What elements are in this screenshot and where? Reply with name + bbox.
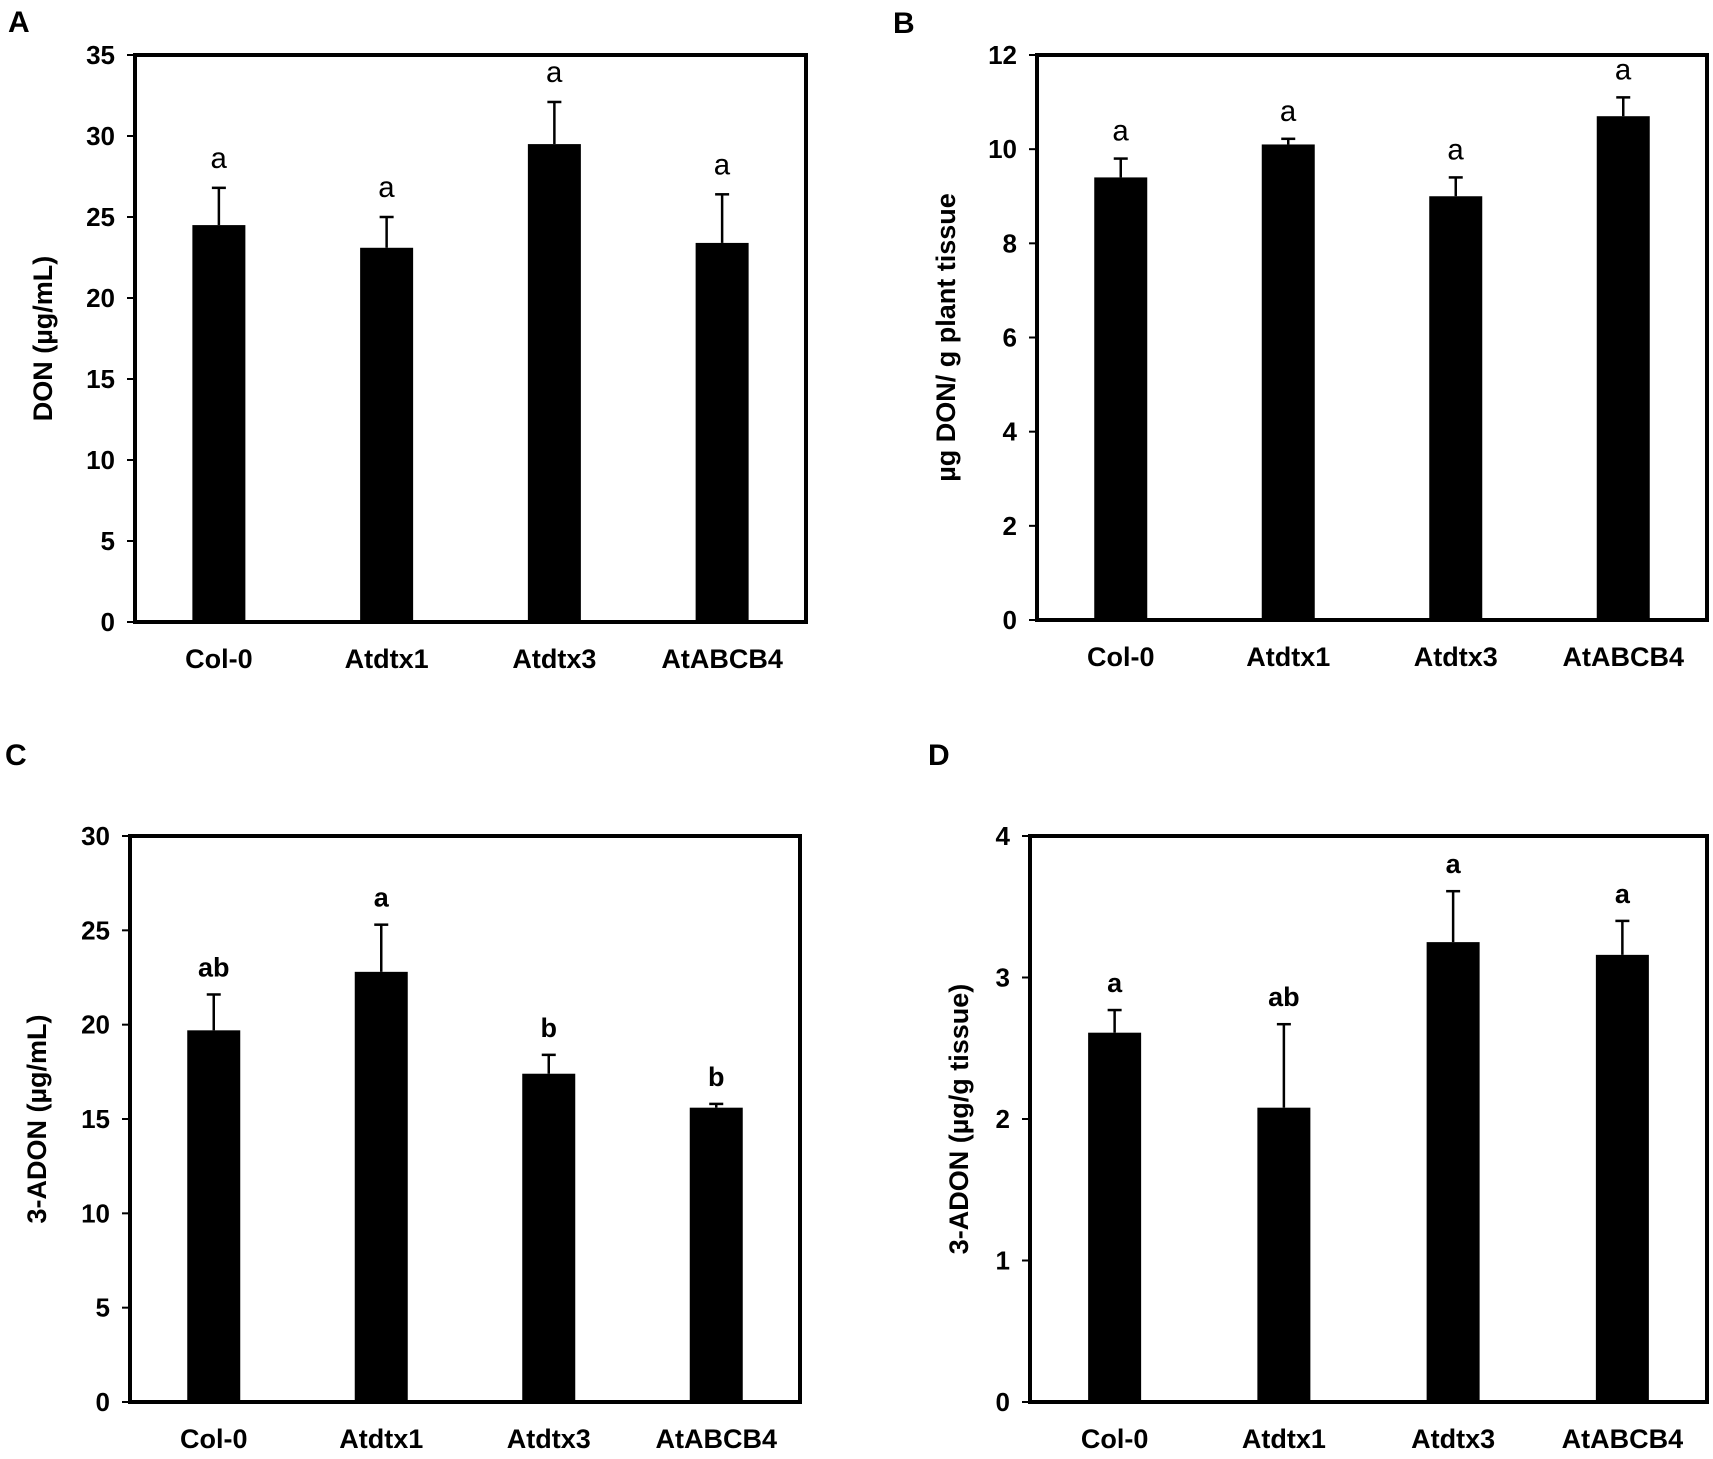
bar-atdtx3: [1429, 196, 1483, 620]
bar-atabcb4: [689, 1107, 743, 1402]
x-tick-label: Atdtx1: [1242, 1424, 1326, 1454]
x-tick-label: Col-0: [1087, 642, 1155, 672]
y-tick-label: 12: [988, 40, 1017, 70]
y-tick-label: 25: [86, 202, 115, 232]
y-tick-label: 25: [81, 915, 110, 945]
bar-col-0: [1088, 1032, 1142, 1402]
x-tick-label: AtABCB4: [656, 1424, 778, 1454]
bar-col-0: [192, 225, 246, 622]
panel-c: C 0 5 10 15 20 25 30 3-ADON (µg/mL) ab Col-0 a Atdtx…: [5, 739, 802, 1454]
panel-letter: C: [5, 739, 27, 772]
bar-col-0: [187, 1030, 241, 1402]
bar-atdtx3: [522, 1073, 576, 1402]
y-tick-label: 10: [988, 134, 1017, 164]
y-axis-label: µg DON/ g plant tissue: [931, 193, 961, 482]
x-tick-label: Col-0: [1081, 1424, 1149, 1454]
significance-letter: b: [541, 1013, 558, 1043]
significance-letter: a: [378, 173, 396, 207]
y-tick-label: 20: [81, 1010, 110, 1040]
bar-atdtx3: [1426, 942, 1480, 1402]
panel-letter: A: [8, 6, 30, 39]
significance-letter: a: [374, 883, 390, 913]
x-tick-label: Atdtx1: [345, 644, 429, 674]
y-tick-label: 5: [101, 526, 115, 556]
y-tick-label: 20: [86, 283, 115, 313]
y-tick-label: 8: [1003, 228, 1017, 258]
y-tick-label: 10: [81, 1198, 110, 1228]
y-tick-label: 0: [1003, 605, 1017, 635]
significance-letter: a: [1107, 968, 1123, 998]
y-tick-label: 2: [1003, 511, 1017, 541]
significance-letter: b: [708, 1062, 725, 1092]
y-tick-label: 4: [996, 821, 1011, 851]
significance-letter: a: [1279, 97, 1297, 131]
panel-b: B 0 2 4 6 8 10 12 µg DON/ g plant tissue a Col-0 a A…: [893, 7, 1709, 672]
y-tick-label: 0: [996, 1387, 1010, 1417]
y-tick-label: 3: [996, 963, 1010, 993]
x-tick-label: Atdtx1: [339, 1424, 423, 1454]
bar-atabcb4: [1596, 116, 1650, 620]
significance-letter: ab: [1268, 982, 1300, 1012]
y-tick-label: 10: [86, 445, 115, 475]
significance-letter: a: [713, 150, 731, 184]
significance-letter: ab: [198, 952, 230, 982]
y-tick-label: 30: [86, 121, 115, 151]
x-tick-label: Col-0: [180, 1424, 248, 1454]
y-tick-label: 4: [1003, 417, 1018, 447]
x-tick-label: Atdtx3: [1414, 642, 1498, 672]
y-axis-label: 3-ADON (µg/g tissue): [944, 984, 974, 1255]
y-tick-label: 0: [96, 1387, 110, 1417]
y-tick-label: 35: [86, 40, 115, 70]
x-tick-label: Atdtx1: [1246, 642, 1330, 672]
bar-atabcb4: [1595, 954, 1649, 1402]
significance-letter: a: [210, 144, 228, 178]
significance-letter: a: [1112, 117, 1130, 151]
x-tick-label: Atdtx3: [507, 1424, 591, 1454]
significance-letter: a: [1614, 55, 1632, 89]
panel-a: A 0 5 10 15 20 25 30 35 DON (µg/mL) a Col-0 a Atdtx1 a…: [8, 6, 808, 674]
bar-atdtx3: [527, 144, 581, 622]
panel-letter: B: [893, 7, 915, 40]
y-axis-label: DON (µg/mL): [28, 256, 58, 422]
panel-letter: D: [928, 739, 950, 772]
significance-letter: a: [545, 58, 563, 92]
y-tick-label: 0: [101, 607, 115, 637]
y-tick-label: 6: [1003, 323, 1017, 353]
x-tick-label: AtABCB4: [1562, 1424, 1684, 1454]
y-tick-label: 2: [996, 1104, 1010, 1134]
y-tick-label: 15: [86, 364, 115, 394]
significance-letter: a: [1446, 849, 1462, 879]
bar-atdtx1: [1261, 144, 1315, 621]
bar-atdtx1: [1257, 1107, 1311, 1402]
panel-d: D 0 1 2 3 4 3-ADON (µg/g tissue) a Col-0 ab Atdtx1…: [928, 739, 1709, 1454]
significance-letter: a: [1447, 135, 1465, 169]
x-tick-label: Atdtx3: [512, 644, 596, 674]
bar-col-0: [1094, 177, 1148, 620]
y-axis-label: 3-ADON (µg/mL): [22, 1014, 52, 1223]
y-tick-label: 15: [81, 1104, 110, 1134]
x-tick-label: Atdtx3: [1411, 1424, 1495, 1454]
y-tick-label: 1: [996, 1246, 1010, 1276]
bar-atdtx1: [360, 247, 414, 622]
x-tick-label: Col-0: [185, 644, 253, 674]
bar-atdtx1: [354, 971, 408, 1402]
x-tick-label: AtABCB4: [1563, 642, 1685, 672]
bar-atabcb4: [695, 242, 749, 623]
y-tick-label: 5: [96, 1293, 110, 1323]
significance-letter: a: [1615, 879, 1631, 909]
y-tick-label: 30: [81, 821, 110, 851]
x-tick-label: AtABCB4: [661, 644, 783, 674]
